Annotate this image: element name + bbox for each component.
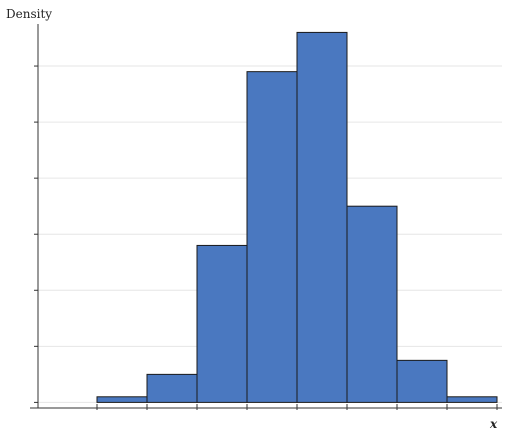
bar xyxy=(96,396,148,403)
bar xyxy=(446,396,498,403)
bar xyxy=(246,71,298,403)
bar xyxy=(146,373,198,403)
y-axis-label: Density xyxy=(6,7,52,21)
bar xyxy=(396,359,448,403)
bar xyxy=(346,205,398,403)
bar xyxy=(296,31,348,403)
bar xyxy=(196,244,248,403)
x-axis-label: x xyxy=(489,417,498,430)
